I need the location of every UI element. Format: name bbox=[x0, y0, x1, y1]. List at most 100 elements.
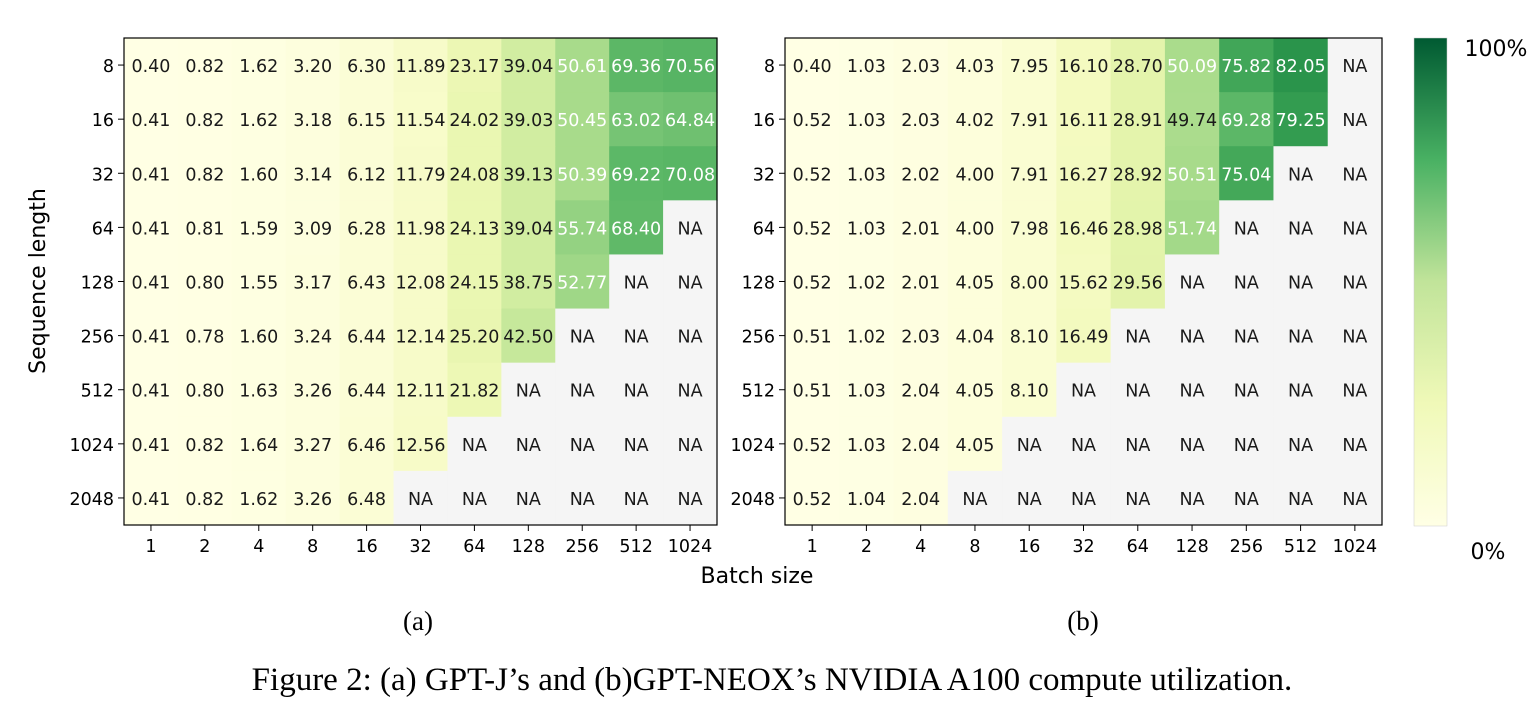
heatmap-cell-label: NA bbox=[570, 382, 595, 402]
y-tick-label: 2048 bbox=[730, 490, 775, 510]
heatmap-cell bbox=[501, 416, 556, 472]
heatmap-cell bbox=[339, 92, 395, 147]
heatmap-cell-label: NA bbox=[624, 382, 649, 402]
heatmap-cell-label: 28.70 bbox=[1113, 57, 1163, 77]
heatmap-cell bbox=[177, 308, 233, 364]
heatmap-cell bbox=[1056, 92, 1112, 147]
heatmap-cell bbox=[839, 254, 895, 310]
heatmap-cell-label: 4.05 bbox=[955, 436, 994, 456]
heatmap-cell bbox=[1219, 92, 1275, 147]
heatmap-cell bbox=[447, 146, 502, 201]
heatmap-cell bbox=[555, 308, 610, 364]
heatmap-cell bbox=[1164, 362, 1220, 418]
heatmap-cell bbox=[177, 200, 233, 256]
heatmap-cell bbox=[1110, 200, 1166, 256]
heatmap-cell-label: NA bbox=[1342, 382, 1367, 402]
heatmap-cell-label: NA bbox=[962, 490, 987, 510]
heatmap-cell bbox=[501, 146, 556, 201]
heatmap-cell-label: 28.91 bbox=[1113, 111, 1163, 131]
heatmap-cell-label: NA bbox=[1342, 274, 1367, 294]
heatmap-cell-label: 1.62 bbox=[239, 57, 278, 77]
heatmap-cell-label: NA bbox=[1342, 165, 1367, 185]
heatmap-cell bbox=[393, 254, 449, 310]
heatmap-cell bbox=[231, 92, 287, 147]
heatmap-cell-label: 1.03 bbox=[847, 382, 886, 402]
heatmap-cell bbox=[1110, 308, 1166, 364]
heatmap-cell-label: NA bbox=[408, 490, 433, 510]
heatmap-cell-label: 0.80 bbox=[185, 274, 224, 294]
heatmap-cell bbox=[609, 416, 664, 472]
heatmap-cell-label: 28.92 bbox=[1113, 165, 1163, 185]
heatmap-cell-label: 0.52 bbox=[793, 274, 832, 294]
heatmap-cell-label: NA bbox=[1071, 490, 1096, 510]
heatmap-cell bbox=[555, 362, 610, 418]
heatmap-cell bbox=[339, 254, 395, 310]
x-tick-label: 64 bbox=[1127, 537, 1149, 557]
heatmap-cell-label: 1.03 bbox=[847, 436, 886, 456]
y-tick-label: 16 bbox=[753, 111, 775, 131]
heatmap-cell-label: NA bbox=[678, 382, 703, 402]
heatmap-cell bbox=[1219, 308, 1275, 364]
heatmap-cell bbox=[663, 416, 718, 472]
heatmap-cell-label: 0.41 bbox=[131, 436, 170, 456]
heatmap-cell bbox=[785, 92, 840, 147]
heatmap-cell-label: 2.04 bbox=[901, 436, 940, 456]
heatmap-cell bbox=[839, 200, 895, 256]
heatmap-cell-label: 0.81 bbox=[185, 219, 224, 239]
heatmap-cell-label: 16.46 bbox=[1058, 219, 1108, 239]
heatmap-cell-label: NA bbox=[1288, 382, 1313, 402]
heatmap-cell bbox=[1327, 362, 1383, 418]
heatmap-cell bbox=[285, 254, 341, 310]
heatmap-cell-label: 8.10 bbox=[1010, 328, 1049, 348]
heatmap-cell-label: NA bbox=[1288, 165, 1313, 185]
heatmap-cell bbox=[947, 200, 1003, 256]
x-tick-label: 16 bbox=[1018, 537, 1040, 557]
heatmap-cell-label: NA bbox=[1288, 219, 1313, 239]
heatmap-cell-label: 69.22 bbox=[611, 165, 661, 185]
heatmap-cell-label: 12.11 bbox=[395, 382, 445, 402]
heatmap-cell bbox=[555, 146, 610, 201]
heatmap-cell bbox=[663, 38, 718, 93]
heatmap-cell bbox=[785, 470, 840, 526]
heatmap-cell-label: 23.17 bbox=[449, 57, 499, 77]
heatmap-cell bbox=[1273, 308, 1329, 364]
heatmap-cell-label: 0.82 bbox=[185, 57, 224, 77]
heatmap-cell-label: NA bbox=[624, 274, 649, 294]
heatmap-cell bbox=[285, 308, 341, 364]
heatmap-cell-label: NA bbox=[1342, 436, 1367, 456]
heatmap-cell-label: NA bbox=[678, 274, 703, 294]
y-tick-label: 16 bbox=[92, 111, 114, 131]
heatmap-cell bbox=[1219, 38, 1275, 93]
heatmap-cell-label: NA bbox=[1125, 436, 1150, 456]
x-tick-label: 1024 bbox=[1333, 537, 1378, 557]
heatmap-cell bbox=[1327, 92, 1383, 147]
heatmap-cell bbox=[947, 254, 1003, 310]
heatmap-cell-label: NA bbox=[1234, 490, 1259, 510]
heatmap-cell-label: 52.77 bbox=[557, 274, 607, 294]
heatmap-cell-label: NA bbox=[462, 490, 487, 510]
heatmap-cell bbox=[609, 470, 664, 526]
heatmap-cell bbox=[555, 92, 610, 147]
heatmap-cell bbox=[893, 92, 949, 147]
heatmap-cell-label: 50.39 bbox=[557, 165, 607, 185]
heatmap-cell-label: 24.13 bbox=[449, 219, 499, 239]
heatmap-cell-label: 1.62 bbox=[239, 490, 278, 510]
heatmap-cell-label: 6.48 bbox=[347, 490, 386, 510]
heatmap-cell-label: 1.59 bbox=[239, 219, 278, 239]
heatmap-cell-label: 1.04 bbox=[847, 490, 886, 510]
heatmap-cell bbox=[447, 470, 502, 526]
heatmap-cell bbox=[339, 470, 395, 526]
heatmap-cell bbox=[393, 38, 449, 93]
heatmap-cell-label: 11.98 bbox=[395, 219, 445, 239]
heatmap-cell-label: 50.45 bbox=[557, 111, 607, 131]
heatmap-cell-label: 6.15 bbox=[347, 111, 386, 131]
heatmap-cell-label: 0.41 bbox=[131, 382, 170, 402]
heatmap-cell-label: 42.50 bbox=[503, 328, 553, 348]
heatmap-cell bbox=[785, 254, 840, 310]
heatmap-cell bbox=[1219, 200, 1275, 256]
heatmap-cell bbox=[1164, 308, 1220, 364]
heatmap-cell bbox=[785, 416, 840, 472]
x-tick-label: 256 bbox=[566, 537, 599, 557]
heatmap-cell bbox=[177, 470, 233, 526]
y-tick-label: 64 bbox=[753, 219, 775, 239]
